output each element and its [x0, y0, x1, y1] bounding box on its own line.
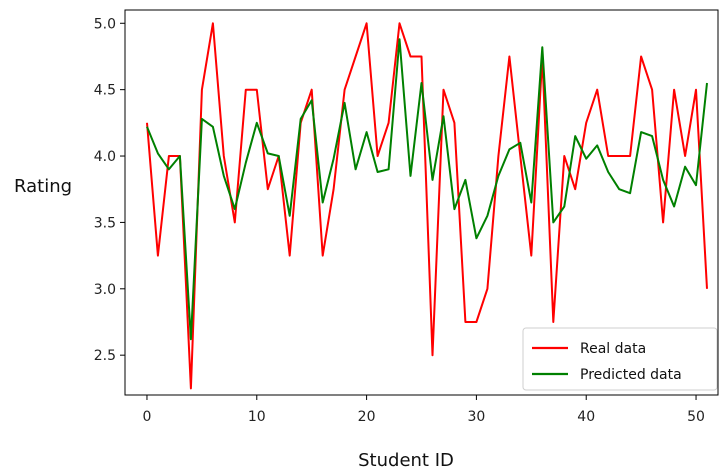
- x-tick-label: 30: [467, 409, 485, 425]
- y-axis-label: Rating: [14, 176, 72, 197]
- plot-frame: [124, 9, 719, 396]
- y-tick-label: 5.0: [94, 16, 116, 32]
- series-line-real: [146, 22, 708, 390]
- x-tick-label: 10: [248, 409, 266, 425]
- legend-box: [522, 327, 718, 391]
- y-tick-label: 4.0: [94, 149, 116, 165]
- y-tick-label: 3.5: [94, 215, 116, 231]
- y-tick-label: 4.5: [94, 83, 116, 99]
- y-tick-label: 2.5: [94, 348, 116, 364]
- plot-area: [146, 22, 708, 390]
- axes: 2.5 3.0 3.5 4.0 4.5 5.0 0 10 20 30 40 50: [94, 9, 719, 425]
- x-tick-label: 50: [687, 409, 705, 425]
- series-line-predicted: [146, 38, 708, 341]
- y-tick-label: 3.0: [94, 282, 116, 298]
- x-tick-label: 40: [577, 409, 595, 425]
- legend-label-real: Real data: [580, 341, 646, 357]
- legend-label-predicted: Predicted data: [580, 367, 682, 383]
- x-axis-label: Student ID: [358, 450, 454, 471]
- x-tick-label: 0: [143, 409, 152, 425]
- x-tick-label: 20: [358, 409, 376, 425]
- legend: Real data Predicted data: [522, 327, 718, 391]
